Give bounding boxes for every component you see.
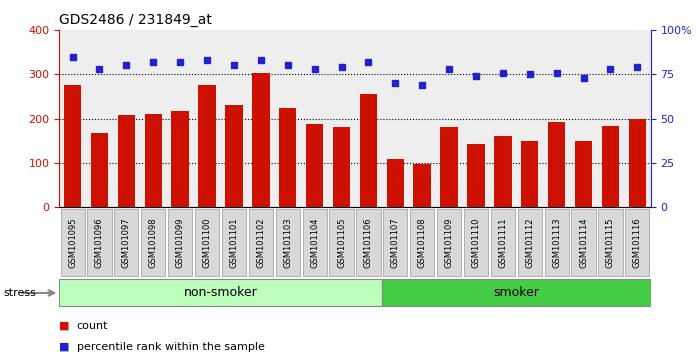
Text: GSM101106: GSM101106	[364, 217, 373, 268]
Text: GSM101114: GSM101114	[579, 217, 588, 268]
FancyBboxPatch shape	[168, 209, 192, 276]
Text: GSM101097: GSM101097	[122, 217, 131, 268]
FancyBboxPatch shape	[222, 209, 246, 276]
Bar	[226, 105, 243, 207]
FancyBboxPatch shape	[114, 209, 139, 276]
Text: GSM101115: GSM101115	[606, 217, 615, 268]
Bar	[360, 94, 377, 207]
Text: GSM101110: GSM101110	[471, 217, 480, 268]
FancyBboxPatch shape	[571, 209, 596, 276]
Bar	[521, 141, 539, 207]
Text: GSM101105: GSM101105	[337, 217, 346, 268]
Text: GSM101108: GSM101108	[418, 217, 427, 268]
Text: GSM101100: GSM101100	[203, 217, 212, 268]
FancyBboxPatch shape	[625, 209, 649, 276]
Text: GSM101099: GSM101099	[175, 217, 184, 268]
Bar	[601, 126, 619, 207]
Bar	[575, 141, 592, 207]
FancyBboxPatch shape	[599, 209, 622, 276]
Text: GSM101111: GSM101111	[498, 217, 507, 268]
Bar	[59, 279, 382, 307]
FancyBboxPatch shape	[437, 209, 461, 276]
Text: ■: ■	[59, 321, 70, 331]
FancyBboxPatch shape	[195, 209, 219, 276]
Bar	[118, 115, 135, 207]
Text: GSM101102: GSM101102	[256, 217, 265, 268]
FancyBboxPatch shape	[356, 209, 381, 276]
Text: smoker: smoker	[493, 286, 539, 299]
Bar	[548, 122, 565, 207]
Bar	[413, 164, 431, 207]
Bar	[171, 110, 189, 207]
Bar	[467, 144, 484, 207]
FancyBboxPatch shape	[410, 209, 434, 276]
Text: GSM101112: GSM101112	[525, 217, 535, 268]
Bar	[279, 108, 296, 207]
Text: GSM101096: GSM101096	[95, 217, 104, 268]
FancyBboxPatch shape	[303, 209, 326, 276]
Bar	[441, 126, 458, 207]
Text: GSM101104: GSM101104	[310, 217, 319, 268]
Text: percentile rank within the sample: percentile rank within the sample	[77, 342, 264, 352]
Text: GDS2486 / 231849_at: GDS2486 / 231849_at	[59, 12, 212, 27]
Text: GSM101095: GSM101095	[68, 217, 77, 268]
Text: GSM101101: GSM101101	[230, 217, 239, 268]
FancyBboxPatch shape	[276, 209, 300, 276]
Text: non-smoker: non-smoker	[184, 286, 258, 299]
Text: GSM101103: GSM101103	[283, 217, 292, 268]
Bar	[198, 85, 216, 207]
Bar	[386, 159, 404, 207]
Text: ■: ■	[59, 342, 70, 352]
FancyBboxPatch shape	[383, 209, 407, 276]
Bar	[494, 136, 512, 207]
Bar	[145, 114, 162, 207]
Text: GSM101109: GSM101109	[445, 217, 454, 268]
Text: stress: stress	[3, 288, 36, 298]
FancyBboxPatch shape	[248, 209, 273, 276]
Bar	[306, 124, 324, 207]
FancyBboxPatch shape	[88, 209, 111, 276]
FancyBboxPatch shape	[491, 209, 515, 276]
Bar	[90, 133, 109, 207]
FancyBboxPatch shape	[544, 209, 569, 276]
FancyBboxPatch shape	[61, 209, 85, 276]
FancyBboxPatch shape	[141, 209, 166, 276]
Bar	[333, 127, 350, 207]
Bar	[252, 73, 269, 207]
Text: GSM101113: GSM101113	[552, 217, 561, 268]
Text: count: count	[77, 321, 108, 331]
Bar	[628, 119, 646, 207]
Text: GSM101098: GSM101098	[149, 217, 158, 268]
Bar	[64, 85, 81, 207]
Text: GSM101107: GSM101107	[390, 217, 400, 268]
FancyBboxPatch shape	[518, 209, 542, 276]
Text: GSM101116: GSM101116	[633, 217, 642, 268]
FancyBboxPatch shape	[329, 209, 354, 276]
FancyBboxPatch shape	[464, 209, 488, 276]
Bar	[382, 279, 651, 307]
